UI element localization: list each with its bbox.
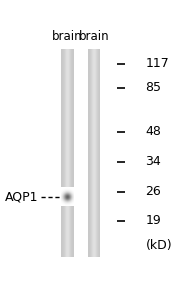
Bar: [93, 49, 94, 256]
Bar: [89, 49, 90, 256]
Text: 26: 26: [146, 185, 161, 198]
Bar: [94, 49, 95, 256]
Bar: [68, 49, 69, 256]
Bar: [90, 49, 91, 256]
Bar: [92, 49, 93, 256]
Bar: [99, 49, 100, 256]
Text: 19: 19: [146, 214, 161, 227]
Bar: [61, 49, 62, 256]
Text: brain: brain: [79, 30, 109, 43]
Bar: [95, 49, 96, 256]
Bar: [62, 49, 63, 256]
Bar: [67, 49, 68, 256]
Bar: [98, 49, 99, 256]
Text: 117: 117: [146, 57, 169, 70]
Bar: [63, 49, 64, 256]
Bar: [71, 49, 72, 256]
Bar: [72, 49, 73, 256]
Bar: [96, 49, 97, 256]
Bar: [64, 49, 65, 256]
Bar: [69, 49, 70, 256]
Text: (kD): (kD): [146, 238, 172, 252]
Bar: [73, 49, 74, 256]
Bar: [97, 49, 98, 256]
Text: 85: 85: [146, 82, 162, 94]
Bar: [66, 49, 67, 256]
Text: 34: 34: [146, 155, 161, 168]
Bar: [70, 49, 71, 256]
Text: AQP1: AQP1: [5, 190, 39, 203]
Text: brain: brain: [52, 30, 83, 43]
Bar: [65, 49, 66, 256]
Bar: [88, 49, 89, 256]
Bar: [91, 49, 92, 256]
Text: 48: 48: [146, 125, 161, 138]
